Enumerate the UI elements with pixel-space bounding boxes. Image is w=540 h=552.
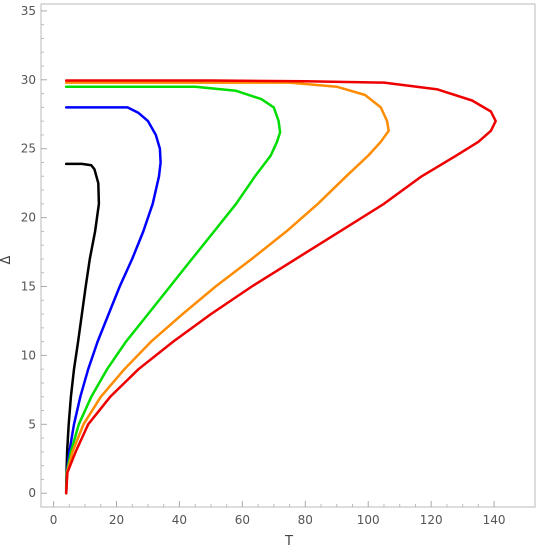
- x-tick-label: 100: [357, 513, 380, 527]
- y-tick-label: 5: [28, 417, 36, 431]
- series-line-3: [64, 85, 282, 495]
- y-tick-label: 10: [21, 348, 36, 362]
- x-tick-label: 60: [235, 513, 250, 527]
- y-tick-label: 35: [21, 4, 36, 18]
- y-tick-label: 0: [28, 486, 36, 500]
- x-tick-label: 80: [298, 513, 313, 527]
- series-layer: [64, 79, 497, 495]
- x-tick-label: 20: [109, 513, 124, 527]
- y-tick-label: 30: [21, 73, 36, 87]
- series-line-1: [64, 162, 101, 495]
- y-tick-label: 20: [21, 211, 36, 225]
- series-line-5: [64, 79, 497, 495]
- plot-frame: [40, 3, 536, 508]
- series-line-4: [64, 81, 390, 495]
- x-axis-ticks: 0 20 40 60 80 100 120 140: [50, 501, 506, 527]
- y-axis-label: Δ: [0, 255, 14, 264]
- x-tick-label: 0: [50, 513, 58, 527]
- y-axis-ticks: 0 5 10 15 20 25 30 35: [21, 4, 47, 500]
- x-axis-label: T: [284, 534, 293, 549]
- y-tick-label: 25: [21, 142, 36, 156]
- x-tick-label: 140: [483, 513, 506, 527]
- x-tick-label: 40: [172, 513, 187, 527]
- y-tick-label: 15: [21, 280, 36, 294]
- x-tick-label: 120: [420, 513, 443, 527]
- series-line-2: [64, 106, 162, 495]
